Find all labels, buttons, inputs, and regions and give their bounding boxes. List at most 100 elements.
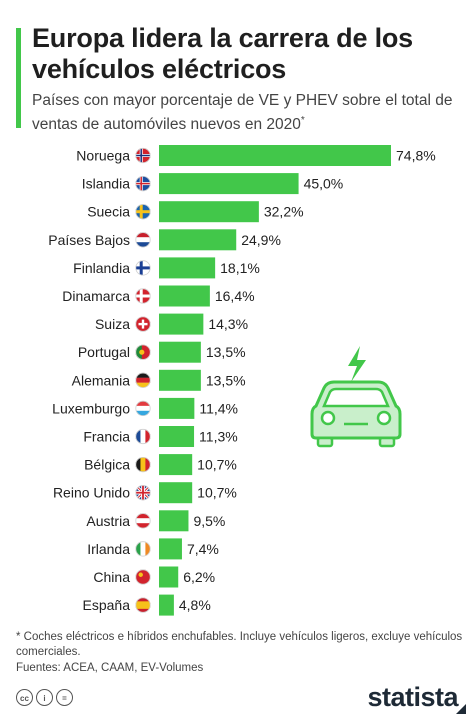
bar-row: Alemania 13,5% [72, 369, 246, 391]
category-label: China [93, 569, 130, 585]
uk-flag-icon [135, 485, 151, 501]
subtitle-footnote-mark: * [300, 115, 305, 126]
portugal-flag-icon [135, 344, 151, 360]
footnote: * Coches eléctricos e híbridos enchufabl… [16, 631, 463, 658]
license-icons: cc i = [16, 689, 73, 706]
category-label: Portugal [78, 344, 130, 360]
germany-flag-icon [135, 372, 151, 388]
value-label: 13,5% [206, 344, 246, 360]
category-label: Bélgica [84, 457, 130, 473]
bar-row: Países Bajos 24,9% [48, 229, 281, 251]
category-label: Noruega [76, 148, 130, 164]
bar [159, 538, 182, 560]
bar-row: Dinamarca 16,4% [62, 285, 255, 307]
austria-flag-icon [135, 513, 151, 529]
switzerland-flag-icon [135, 316, 151, 332]
bar [159, 369, 201, 391]
bar [159, 426, 195, 447]
bar-row: España 4,8% [83, 594, 211, 616]
bar [159, 173, 299, 195]
value-label: 45,0% [304, 176, 344, 192]
value-label: 14,3% [208, 316, 248, 332]
subtitle-text: Países con mayor porcentaje de VE y PHEV… [32, 92, 453, 134]
category-label: Suiza [95, 316, 130, 332]
category-label: España [83, 597, 131, 613]
value-label: 11,3% [199, 429, 238, 445]
by-icon[interactable]: i [36, 689, 53, 706]
value-label: 74,8% [396, 148, 436, 164]
value-label: 4,8% [179, 597, 211, 613]
bar-row: Austria 9,5% [86, 510, 225, 532]
bar [159, 454, 193, 476]
value-label: 9,5% [193, 513, 225, 529]
chart-title: Europa lidera la carrera de los vehículo… [32, 23, 413, 84]
category-label: Reino Unido [53, 485, 130, 501]
category-label: Luxemburgo [52, 400, 130, 416]
luxembourg-flag-icon [135, 400, 151, 416]
chart-subtitle: Países con mayor porcentaje de VE y PHEV… [32, 91, 462, 135]
bar-row: Noruega 74,8% [76, 145, 436, 166]
bar-row: Bélgica 10,7% [84, 454, 237, 476]
norway-flag-icon [135, 147, 151, 164]
bar-row: Suiza 14,3% [95, 313, 248, 335]
belgium-flag-icon [135, 456, 151, 473]
value-label: 24,9% [241, 232, 281, 248]
spain-flag-icon [135, 597, 151, 613]
nd-icon[interactable]: = [56, 689, 73, 706]
category-label: Austria [86, 513, 130, 529]
bar [159, 313, 204, 335]
bar [159, 229, 237, 251]
electric-car-icon [310, 342, 402, 453]
bar [159, 257, 216, 279]
value-label: 7,4% [187, 541, 219, 557]
netherlands-flag-icon [135, 232, 151, 248]
value-label: 18,1% [220, 260, 260, 276]
china-flag-icon [135, 569, 151, 585]
bar [159, 201, 259, 223]
category-label: Dinamarca [62, 288, 130, 304]
sources: Fuentes: ACEA, CAAM, EV-Volumes [16, 662, 204, 674]
bar [159, 510, 189, 532]
category-label: Finlandia [73, 260, 130, 276]
bar [159, 341, 201, 363]
bar-row: Finlandia 18,1% [73, 257, 260, 279]
statista-logo-mark-icon [456, 704, 466, 714]
sweden-flag-icon [135, 204, 151, 220]
value-label: 11,4% [199, 400, 238, 416]
bar [159, 566, 179, 588]
value-label: 32,2% [264, 204, 304, 220]
title-accent-bar [16, 28, 21, 128]
bar [159, 145, 391, 166]
finland-flag-icon [135, 260, 151, 276]
bar-row: Luxemburgo 11,4% [52, 397, 238, 419]
bar-row: Portugal 13,5% [78, 341, 246, 363]
value-label: 10,7% [197, 485, 237, 501]
bar-row: Francia 11,3% [83, 426, 238, 447]
category-label: Alemania [72, 372, 131, 388]
ireland-flag-icon [135, 541, 151, 557]
bar-row: Islandia 45,0% [82, 173, 344, 195]
bar [159, 594, 174, 616]
bar [159, 482, 193, 504]
bar [159, 397, 195, 419]
category-label: Suecia [87, 204, 130, 220]
category-label: Irlanda [87, 541, 130, 557]
bar-row: Reino Unido 10,7% [53, 482, 237, 504]
cc-icon[interactable]: cc [16, 689, 33, 706]
iceland-flag-icon [135, 176, 151, 192]
france-flag-icon [135, 428, 151, 445]
bar-row: China 6,2% [93, 566, 215, 588]
value-label: 13,5% [206, 372, 246, 388]
category-label: Islandia [82, 176, 130, 192]
denmark-flag-icon [135, 288, 151, 304]
bar-row: Irlanda 7,4% [87, 538, 219, 560]
value-label: 6,2% [183, 569, 215, 585]
bar [159, 285, 210, 307]
category-label: Francia [83, 429, 130, 445]
statista-logo[interactable]: statista [367, 682, 458, 712]
category-label: Países Bajos [48, 232, 130, 248]
bar-row: Suecia 32,2% [87, 201, 304, 223]
value-label: 16,4% [215, 288, 255, 304]
value-label: 10,7% [197, 457, 237, 473]
